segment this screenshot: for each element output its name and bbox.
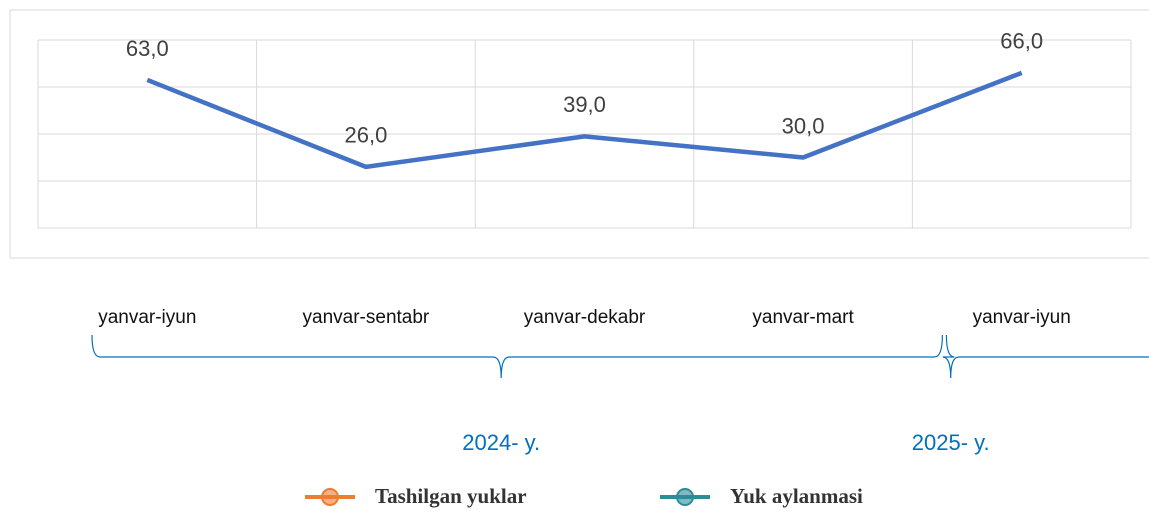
legend-label: Yuk aylanmasi: [730, 484, 863, 508]
x-tick-label: yanvar-iyun: [973, 307, 1071, 328]
group-label: 2024- y.: [462, 430, 540, 455]
group-bracket: [91, 334, 943, 379]
value-label: 66,0: [1000, 29, 1043, 54]
legend-label: Tashilgan yuklar: [375, 484, 527, 508]
value-label: 39,0: [563, 92, 606, 117]
plot-border: [9, 9, 1149, 259]
x-tick-label: yanvar-dekabr: [524, 307, 646, 328]
group-label: 2025- y.: [912, 430, 990, 455]
value-label: 30,0: [782, 113, 825, 138]
value-label: 26,0: [344, 123, 387, 148]
value-label: 63,0: [126, 36, 169, 61]
group-bracket: [942, 334, 1149, 379]
legend-marker: [676, 488, 694, 506]
x-tick-label: yanvar-mart: [752, 307, 854, 328]
legend-marker: [321, 488, 339, 506]
x-tick-label: yanvar-sentabr: [303, 307, 430, 328]
x-tick-label: yanvar-iyun: [98, 307, 196, 328]
line: [146, 70, 1023, 170]
